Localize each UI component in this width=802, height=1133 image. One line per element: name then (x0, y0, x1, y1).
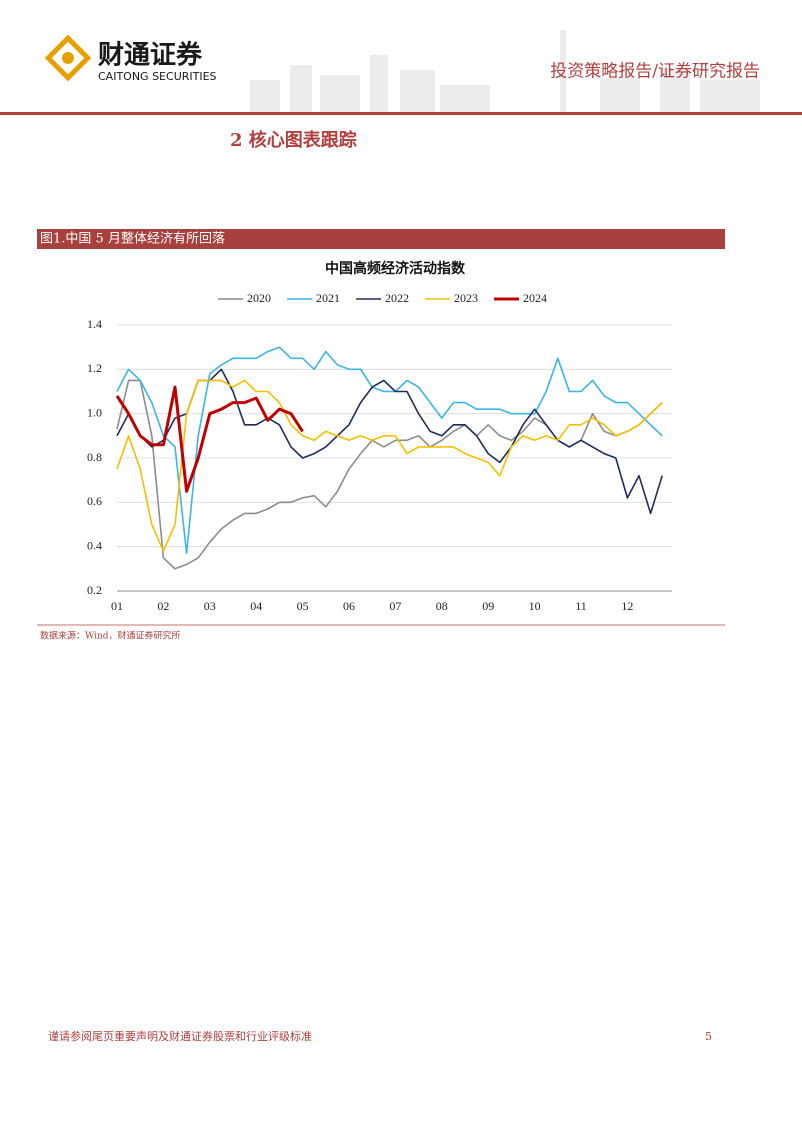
x-tick-label: 04 (250, 599, 262, 613)
x-tick-label: 12 (621, 599, 633, 613)
header-rule (0, 112, 802, 115)
x-tick-label: 10 (529, 599, 541, 613)
logo-icon (44, 34, 92, 82)
logo-en: CAITONG SECURITIES (98, 70, 217, 83)
y-tick-label: 0.4 (87, 538, 102, 552)
series-line (116, 346, 663, 555)
x-tick-label: 01 (111, 599, 123, 613)
x-tick-label: 03 (204, 599, 216, 613)
y-tick-label: 0.6 (87, 494, 102, 508)
legend-label: 2024 (523, 291, 547, 305)
source: 数据来源：Wind，财通证券研究所 (40, 630, 181, 642)
x-tick-label: 06 (343, 599, 355, 613)
y-tick-label: 1.4 (87, 317, 102, 331)
footer-disclaimer: 谨请参阅尾页重要声明及财通证券股票和行业评级标准 (48, 1029, 312, 1043)
logo-text: 财通证券 (98, 41, 203, 71)
caption-bar (37, 229, 725, 249)
x-tick-label: 02 (157, 599, 169, 613)
chart: 0.2 0.4 0.6 0.8 1.0 1.2 1.4 01 02 03 04 05 06 07 08 09 1… (87, 291, 672, 613)
y-tick-label: 0.2 (87, 583, 102, 597)
y-tick-label: 1.0 (87, 405, 102, 419)
legend-label: 2021 (316, 291, 340, 305)
chart-title: 中国高频经济活动指数 (325, 260, 466, 277)
y-tick-label: 1.2 (87, 361, 102, 375)
page-number: 5 (705, 1030, 712, 1043)
x-tick-label: 08 (436, 599, 448, 613)
figure-caption: 图1.中国 5 月整体经济有所回落 (40, 232, 225, 247)
x-tick-label: 05 (297, 599, 309, 613)
legend-label: 2022 (385, 291, 409, 305)
series-line (115, 385, 304, 493)
legend-label: 2020 (247, 291, 271, 305)
series-line (116, 379, 663, 570)
y-tick-label: 0.8 (87, 450, 102, 464)
report-type: 投资策略报告/证券研究报告 (550, 62, 760, 82)
x-tick-label: 09 (482, 599, 494, 613)
section-title: 2 核心图表跟踪 (230, 129, 357, 151)
series-line (116, 379, 663, 552)
x-tick-label: 11 (575, 599, 587, 613)
legend-label: 2023 (454, 291, 478, 305)
header-skyline (250, 30, 760, 112)
x-tick-label: 07 (389, 599, 401, 613)
